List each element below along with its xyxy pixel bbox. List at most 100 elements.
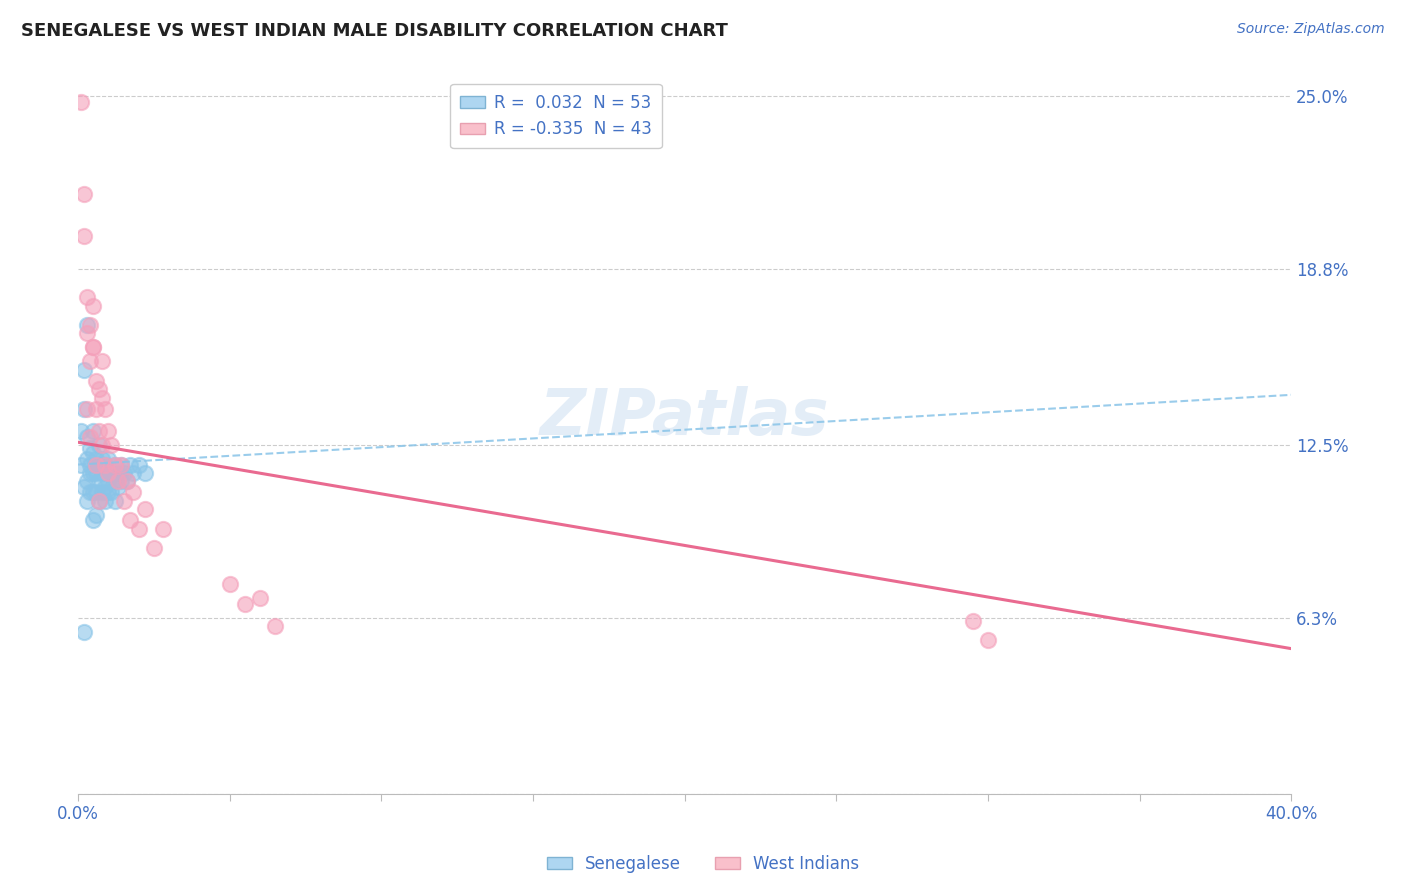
Point — [128, 522, 150, 536]
Point — [89, 475, 111, 489]
Point — [76, 475, 98, 489]
Point — [91, 466, 114, 480]
Point — [86, 508, 108, 522]
Point — [89, 493, 111, 508]
Point — [107, 466, 129, 480]
Point — [249, 591, 271, 606]
Point — [107, 480, 129, 494]
Point — [86, 485, 108, 500]
Point — [79, 458, 101, 472]
Point — [134, 466, 156, 480]
Point — [76, 326, 98, 341]
Point — [79, 318, 101, 332]
Text: ZIPatlas: ZIPatlas — [540, 385, 830, 448]
Point — [82, 446, 104, 460]
Point — [94, 401, 117, 416]
Point — [97, 424, 120, 438]
Point — [86, 374, 108, 388]
Point — [76, 493, 98, 508]
Point — [128, 458, 150, 472]
Point — [107, 475, 129, 489]
Point — [94, 493, 117, 508]
Text: Source: ZipAtlas.com: Source: ZipAtlas.com — [1237, 22, 1385, 37]
Point — [103, 458, 125, 472]
Point — [86, 401, 108, 416]
Point — [103, 458, 125, 472]
Point — [73, 187, 96, 202]
Point — [115, 475, 138, 489]
Point — [142, 541, 165, 556]
Point — [76, 318, 98, 332]
Point — [121, 485, 143, 500]
Point — [100, 466, 122, 480]
Point — [82, 340, 104, 354]
Point — [94, 458, 117, 472]
Point — [82, 424, 104, 438]
Point — [103, 493, 125, 508]
Point — [91, 438, 114, 452]
Point — [118, 458, 141, 472]
Point — [977, 633, 1000, 648]
Point — [97, 475, 120, 489]
Point — [103, 475, 125, 489]
Point — [134, 502, 156, 516]
Point — [70, 424, 93, 438]
Point — [91, 452, 114, 467]
Point — [121, 466, 143, 480]
Point — [82, 466, 104, 480]
Point — [82, 340, 104, 354]
Point — [79, 485, 101, 500]
Point — [89, 458, 111, 472]
Point — [76, 290, 98, 304]
Point — [89, 424, 111, 438]
Point — [79, 430, 101, 444]
Point — [82, 513, 104, 527]
Legend: R =  0.032  N = 53, R = -0.335  N = 43: R = 0.032 N = 53, R = -0.335 N = 43 — [450, 84, 662, 148]
Point — [82, 299, 104, 313]
Point — [91, 485, 114, 500]
Point — [97, 466, 120, 480]
Point — [70, 95, 93, 109]
Point — [89, 438, 111, 452]
Point — [91, 354, 114, 368]
Point — [73, 480, 96, 494]
Point — [110, 458, 132, 472]
Point — [962, 614, 984, 628]
Point — [86, 458, 108, 472]
Point — [110, 475, 132, 489]
Point — [115, 475, 138, 489]
Point — [79, 441, 101, 455]
Point — [110, 458, 132, 472]
Point — [152, 522, 174, 536]
Point — [86, 452, 108, 467]
Point — [97, 452, 120, 467]
Point — [118, 513, 141, 527]
Point — [94, 458, 117, 472]
Point — [100, 438, 122, 452]
Point — [73, 401, 96, 416]
Point — [76, 401, 98, 416]
Point — [94, 480, 117, 494]
Point — [73, 363, 96, 377]
Point — [264, 619, 287, 633]
Point — [112, 493, 135, 508]
Point — [112, 466, 135, 480]
Point — [82, 485, 104, 500]
Point — [73, 228, 96, 243]
Point — [86, 466, 108, 480]
Point — [79, 466, 101, 480]
Point — [76, 452, 98, 467]
Text: SENEGALESE VS WEST INDIAN MALE DISABILITY CORRELATION CHART: SENEGALESE VS WEST INDIAN MALE DISABILIT… — [21, 22, 728, 40]
Point — [218, 577, 240, 591]
Point — [76, 430, 98, 444]
Point — [233, 597, 256, 611]
Point — [97, 466, 120, 480]
Point — [70, 458, 93, 472]
Point — [89, 493, 111, 508]
Point — [97, 485, 120, 500]
Point — [89, 382, 111, 396]
Point — [91, 391, 114, 405]
Legend: Senegalese, West Indians: Senegalese, West Indians — [540, 848, 866, 880]
Point — [79, 354, 101, 368]
Point — [100, 485, 122, 500]
